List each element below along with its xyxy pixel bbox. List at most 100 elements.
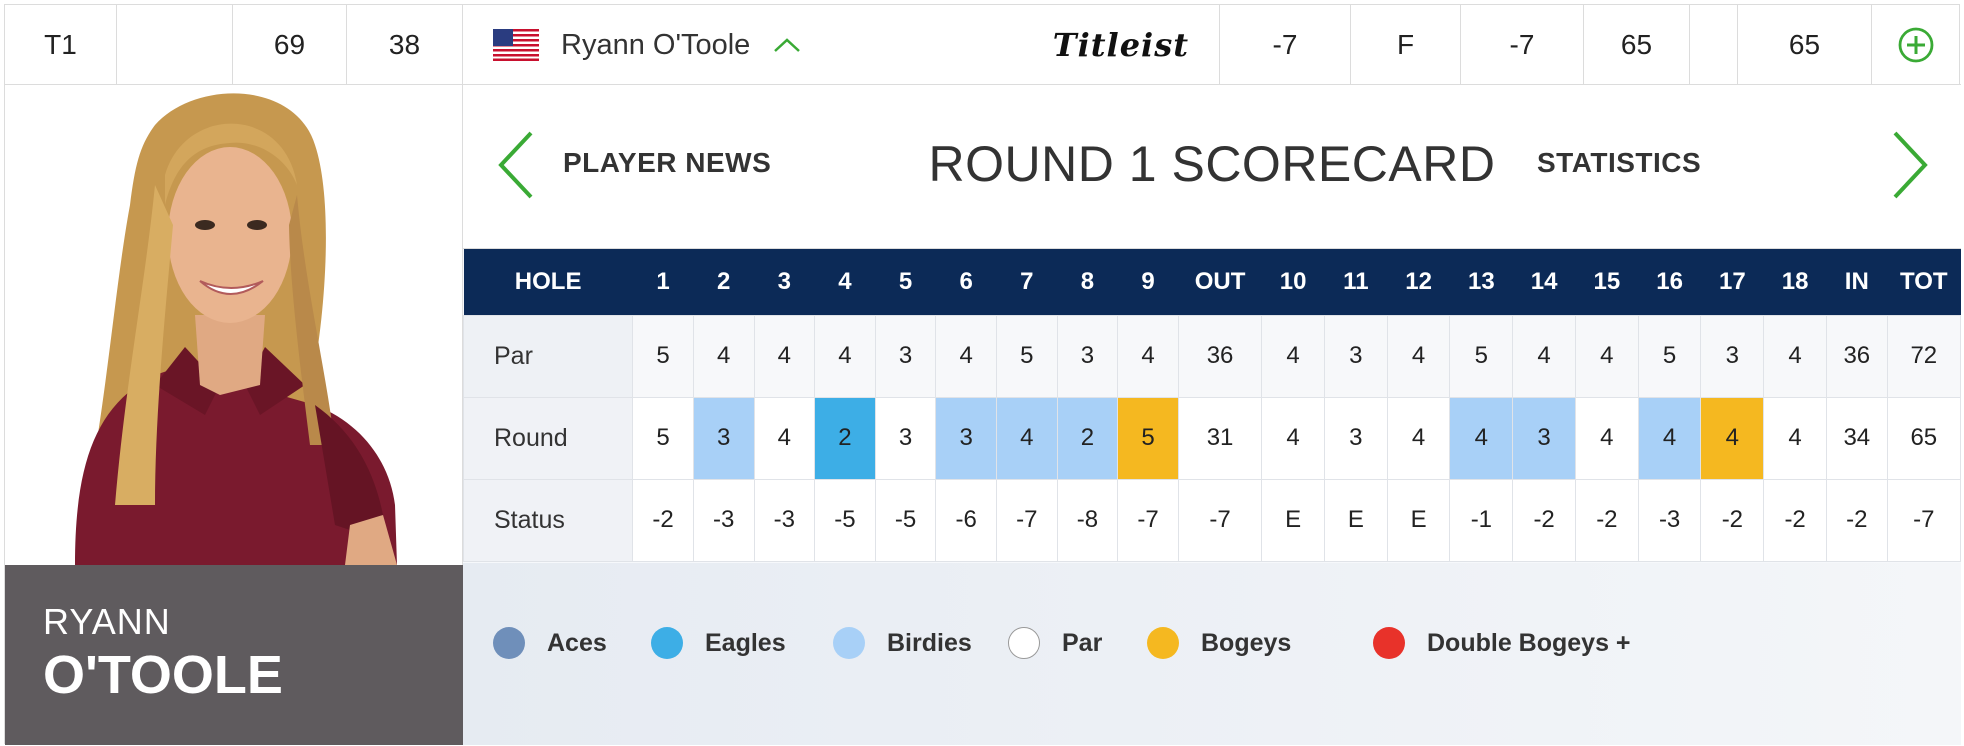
score-cell: 4	[1700, 396, 1765, 480]
score-cell: 4	[1386, 314, 1451, 398]
hole-number-header: 10	[1261, 249, 1325, 315]
player-last-name: O'TOOLE	[43, 645, 283, 705]
score-cell: 34	[1825, 396, 1888, 480]
score-cell: 3	[1700, 314, 1765, 398]
hole-number-header: 7	[996, 249, 1058, 315]
score-legend: Aces Eagles Birdies Par Bogeys Double Bogeys …	[463, 563, 1961, 745]
score-cell: -7	[1886, 478, 1962, 562]
blank-cell	[1690, 5, 1738, 85]
score-cell: 5	[1449, 314, 1514, 398]
legend-label: Birdies	[887, 628, 972, 657]
score-cell: 5	[632, 314, 694, 398]
scorecard-row-status: Status -2 -3 -3 -5 -5 -6 -7 -8 -7 -7 E E E -1 -2 -2 -3 -2-…	[462, 478, 1962, 562]
score-cell: 31	[1177, 396, 1263, 480]
score-cell: -2	[1512, 478, 1576, 562]
thru-cell: 38	[347, 5, 463, 85]
score-cell: 4	[996, 396, 1058, 480]
legend-item: Aces	[493, 627, 607, 659]
position-cell: T1	[5, 5, 117, 85]
score-cell: 2	[814, 396, 876, 480]
row-label: Status	[462, 478, 634, 562]
score-cell: -7	[996, 478, 1058, 562]
total-score-cell: 65	[1738, 5, 1872, 85]
hole-number-header: 4	[814, 249, 876, 315]
usa-flag-icon	[493, 29, 539, 61]
player-name-cell[interactable]: Ryann O'Toole Titleist	[463, 5, 1220, 85]
score-cell: 4	[1763, 396, 1827, 480]
chevron-left-icon[interactable]	[495, 129, 535, 201]
score-cell: 4	[692, 314, 755, 398]
score-cell: 72	[1886, 314, 1962, 398]
score-cell: 4	[1117, 314, 1179, 398]
score-cell: 5	[1637, 314, 1702, 398]
to-par-cell: -7	[1220, 5, 1351, 85]
hole-number-header: 13	[1449, 249, 1513, 315]
hole-number-header: 5	[875, 249, 936, 315]
hole-number-header: IN	[1826, 249, 1888, 315]
hole-number-header: 18	[1763, 249, 1827, 315]
score-cell: 5	[1117, 396, 1179, 480]
scorecard-title: ROUND 1 SCORECARD	[928, 136, 1496, 192]
legend-item: Par	[1008, 627, 1102, 659]
add-player-button[interactable]	[1872, 5, 1959, 85]
score-cell: 4	[814, 314, 876, 398]
hole-number-header: 11	[1324, 249, 1388, 315]
blank-cell	[117, 5, 233, 85]
score-cell: 4	[935, 314, 997, 398]
scorecard-panel: PLAYER NEWS ROUND 1 SCORECARD STATISTICS…	[462, 85, 1962, 745]
player-name-card: RYANN O'TOOLE	[5, 565, 463, 745]
hole-number-header: 8	[1057, 249, 1118, 315]
legend-item: Double Bogeys +	[1373, 627, 1631, 659]
legend-color-dot	[651, 627, 683, 659]
score-cell: 4	[1261, 396, 1325, 480]
score-cell: 4	[1574, 396, 1639, 480]
hole-number-header: 1	[632, 249, 694, 315]
player-portrait-image	[75, 93, 397, 565]
score-cell: -2	[1700, 478, 1765, 562]
legend-label: Double Bogeys +	[1427, 628, 1631, 657]
player-photo	[5, 85, 463, 565]
hole-number-header: OUT	[1178, 249, 1262, 315]
score-cell: 3	[874, 314, 937, 398]
scorecard-row-par: Par 5 4 4 4 3 4 5 3 4 36 4 3 4 5 4 4 5 3 4 36 72	[462, 314, 1962, 398]
round1-score-cell: 69	[233, 5, 347, 85]
legend-label: Bogeys	[1201, 628, 1292, 657]
score-cell: -8	[1056, 478, 1119, 562]
player-summary-row[interactable]: T1 69 38 Ryann O'Toole Titleist -7 F	[5, 5, 1961, 85]
scorecard-nav: PLAYER NEWS ROUND 1 SCORECARD STATISTICS	[463, 85, 1961, 249]
score-cell: 4	[1574, 314, 1639, 398]
score-cell: 3	[874, 396, 937, 480]
legend-label: Aces	[547, 628, 607, 657]
legend-color-dot	[493, 627, 525, 659]
hole-number-header: 17	[1700, 249, 1764, 315]
hole-number-header: TOT	[1887, 249, 1961, 315]
scorecard-header-row: HOLE 1 2 3 4 5 6 7 8 9 OUT 10 11 12 13 14 15 16 17 18 IN TOT	[463, 249, 1961, 315]
score-cell: -2	[1763, 478, 1827, 562]
legend-label: Eagles	[705, 628, 786, 657]
chevron-up-icon[interactable]	[772, 35, 802, 55]
score-cell: -2	[632, 478, 694, 562]
score-cell: 5	[996, 314, 1058, 398]
player-name: Ryann O'Toole	[561, 28, 751, 61]
hole-header: HOLE	[463, 249, 633, 315]
chevron-right-icon[interactable]	[1891, 129, 1931, 201]
score-cell: 2	[1056, 396, 1119, 480]
plus-circle-icon	[1898, 27, 1933, 63]
score-cell: 3	[1323, 396, 1388, 480]
hole-number-header: 3	[754, 249, 815, 315]
sponsor-logo: Titleist	[1052, 26, 1189, 64]
score-cell: 4	[1261, 314, 1325, 398]
score-cell: 4	[753, 396, 816, 480]
legend-color-dot	[833, 627, 865, 659]
legend-item: Bogeys	[1147, 627, 1291, 659]
legend-item: Eagles	[651, 627, 786, 659]
statistics-link[interactable]: STATISTICS	[1537, 147, 1702, 178]
score-cell: 3	[1056, 314, 1119, 398]
score-cell: 3	[1323, 314, 1388, 398]
player-news-link[interactable]: PLAYER NEWS	[563, 147, 772, 178]
player-first-name: RYANN	[43, 601, 171, 642]
score-cell: 4	[1763, 314, 1827, 398]
legend-color-dot	[1373, 627, 1405, 659]
score-cell: -6	[935, 478, 997, 562]
row-label: Par	[462, 314, 634, 398]
